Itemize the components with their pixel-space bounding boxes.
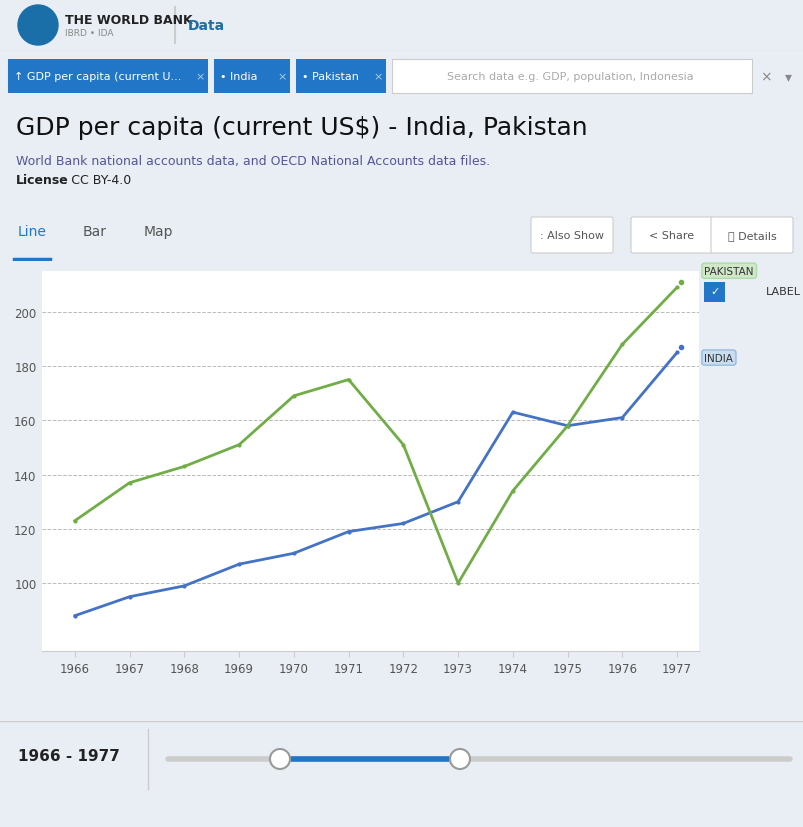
Text: ✓: ✓: [709, 287, 719, 297]
FancyBboxPatch shape: [8, 60, 208, 94]
Text: 1966 - 1977: 1966 - 1977: [18, 748, 120, 762]
Text: • India: • India: [220, 72, 257, 82]
FancyBboxPatch shape: [630, 218, 712, 254]
FancyBboxPatch shape: [530, 218, 612, 254]
FancyBboxPatch shape: [296, 60, 385, 94]
Text: ▾: ▾: [784, 70, 790, 84]
Text: • Pakistan: • Pakistan: [302, 72, 358, 82]
FancyBboxPatch shape: [392, 60, 751, 94]
Text: Line: Line: [18, 225, 47, 239]
Text: Search data e.g. GDP, population, Indonesia: Search data e.g. GDP, population, Indone…: [446, 72, 692, 82]
FancyBboxPatch shape: [703, 283, 724, 303]
Text: < Share: < Share: [649, 231, 694, 241]
FancyBboxPatch shape: [214, 60, 290, 94]
Text: World Bank national accounts data, and OECD National Accounts data files.: World Bank national accounts data, and O…: [16, 155, 490, 169]
Text: IBRD • IDA: IBRD • IDA: [65, 30, 113, 38]
Text: ×: ×: [195, 72, 205, 82]
Text: ⓘ Details: ⓘ Details: [727, 231, 776, 241]
Text: Map: Map: [143, 225, 173, 239]
Circle shape: [270, 749, 290, 769]
Text: GDP per capita (current US$) - India, Pakistan: GDP per capita (current US$) - India, Pa…: [16, 116, 587, 140]
Text: ↑ GDP per capita (current U...: ↑ GDP per capita (current U...: [14, 72, 181, 82]
Circle shape: [18, 6, 58, 46]
Text: THE WORLD BANK: THE WORLD BANK: [65, 13, 193, 26]
Circle shape: [22, 10, 54, 42]
Text: Bar: Bar: [83, 225, 107, 239]
Circle shape: [450, 749, 470, 769]
Text: INDIA: INDIA: [703, 353, 732, 363]
Text: LABEL: LABEL: [764, 287, 800, 297]
Text: Data: Data: [188, 19, 225, 33]
Text: License: License: [16, 174, 69, 186]
FancyBboxPatch shape: [710, 218, 792, 254]
Text: ×: ×: [277, 72, 287, 82]
Text: : Also Show: : Also Show: [540, 231, 603, 241]
Text: ×: ×: [760, 70, 771, 84]
Circle shape: [29, 17, 47, 35]
Text: ×: ×: [373, 72, 382, 82]
Text: : CC BY-4.0: : CC BY-4.0: [59, 174, 131, 186]
Text: PAKISTAN: PAKISTAN: [703, 266, 753, 276]
